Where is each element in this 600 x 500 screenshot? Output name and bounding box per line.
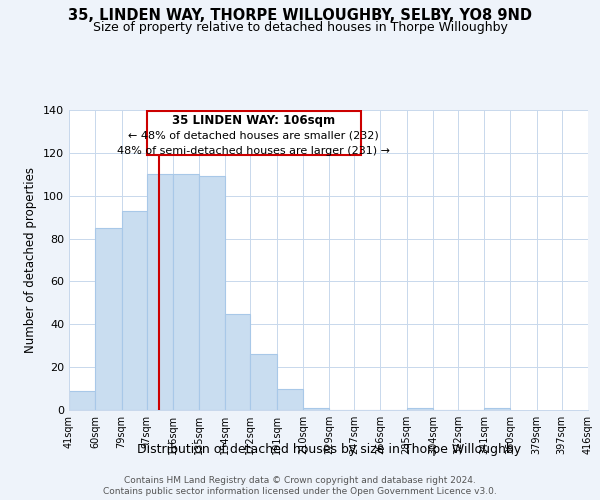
Text: ← 48% of detached houses are smaller (232): ← 48% of detached houses are smaller (23… xyxy=(128,130,379,140)
Text: Contains HM Land Registry data © Crown copyright and database right 2024.: Contains HM Land Registry data © Crown c… xyxy=(124,476,476,485)
Text: 48% of semi-detached houses are larger (231) →: 48% of semi-detached houses are larger (… xyxy=(117,146,390,156)
Bar xyxy=(199,176,226,410)
Bar xyxy=(250,354,277,410)
Bar xyxy=(122,210,146,410)
Bar xyxy=(95,228,122,410)
FancyBboxPatch shape xyxy=(146,111,361,155)
Text: Distribution of detached houses by size in Thorpe Willoughby: Distribution of detached houses by size … xyxy=(137,442,521,456)
Bar xyxy=(69,390,95,410)
Bar xyxy=(407,408,433,410)
Bar xyxy=(303,408,329,410)
Bar xyxy=(226,314,250,410)
Bar xyxy=(277,388,303,410)
Y-axis label: Number of detached properties: Number of detached properties xyxy=(25,167,37,353)
Text: Size of property relative to detached houses in Thorpe Willoughby: Size of property relative to detached ho… xyxy=(92,21,508,34)
Text: Contains public sector information licensed under the Open Government Licence v3: Contains public sector information licen… xyxy=(103,488,497,496)
Bar xyxy=(484,408,511,410)
Bar xyxy=(173,174,199,410)
Bar xyxy=(146,174,173,410)
Text: 35, LINDEN WAY, THORPE WILLOUGHBY, SELBY, YO8 9ND: 35, LINDEN WAY, THORPE WILLOUGHBY, SELBY… xyxy=(68,8,532,22)
Text: 35 LINDEN WAY: 106sqm: 35 LINDEN WAY: 106sqm xyxy=(172,114,335,127)
